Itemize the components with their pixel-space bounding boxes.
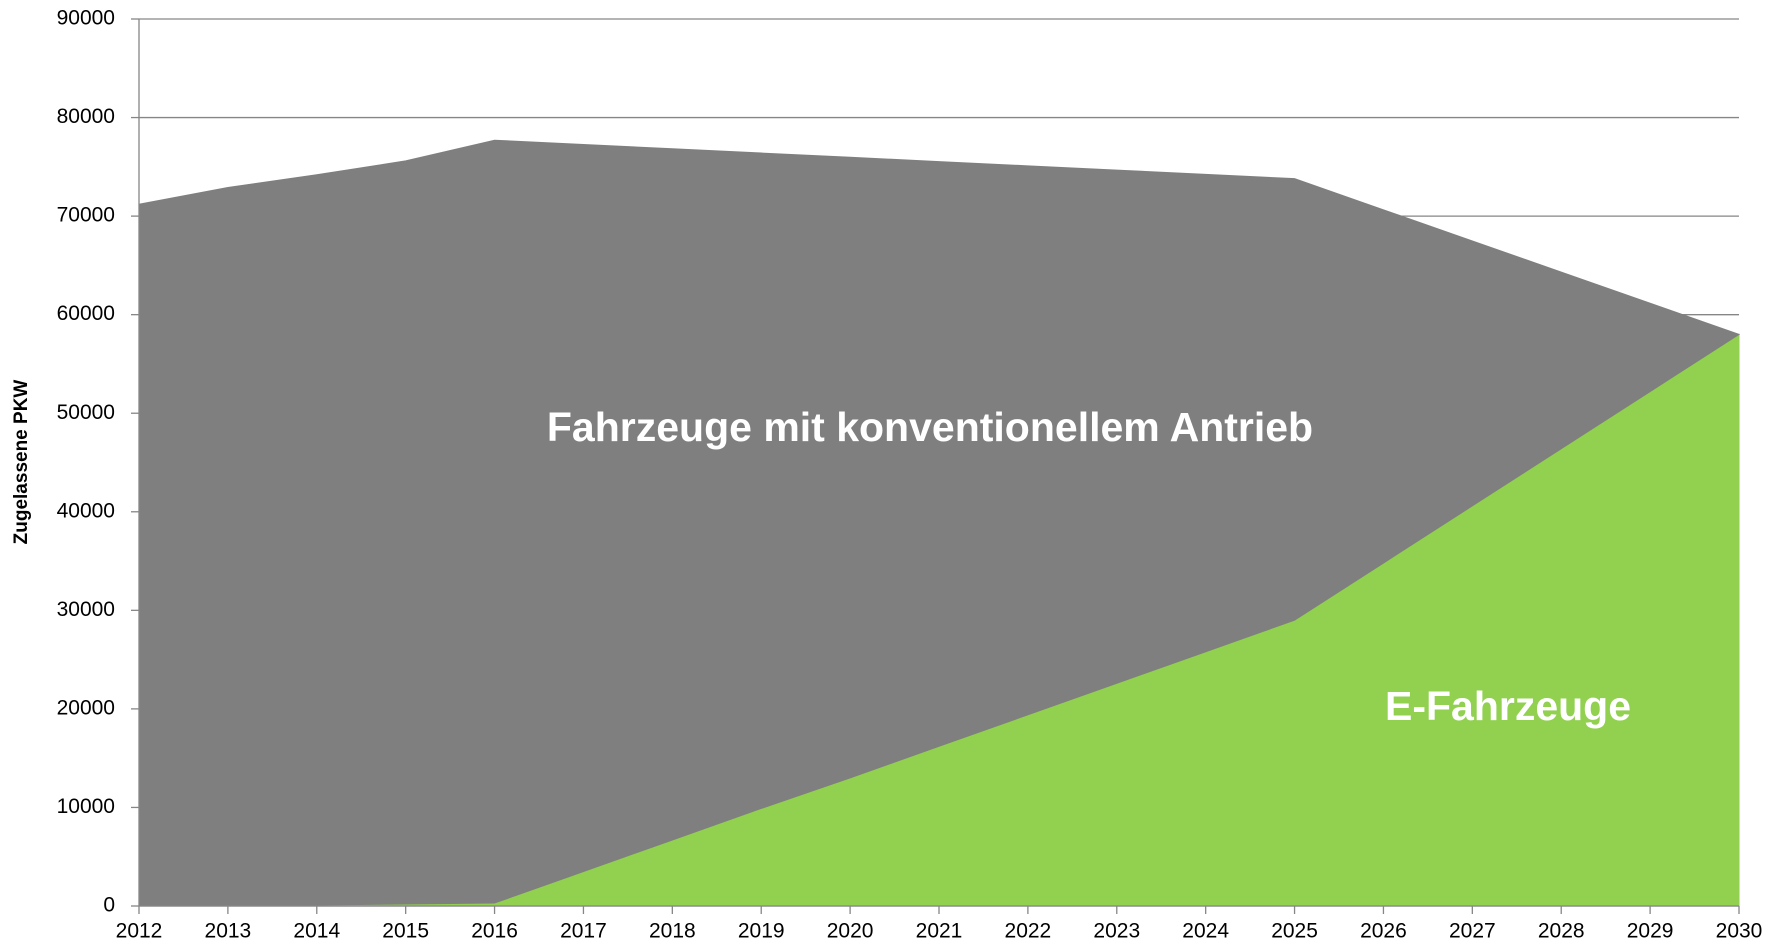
area-label: E-Fahrzeuge [1385,683,1631,729]
y-tick-label: 30000 [57,598,115,621]
x-tick-label: 2013 [205,920,252,943]
x-tick-label: 2016 [471,920,518,943]
x-tick-label: 2028 [1538,920,1585,943]
x-tick-label: 2025 [1271,920,1318,943]
x-tick-label: 2022 [1005,920,1052,943]
x-tick-label: 2015 [382,920,429,943]
x-tick-label: 2014 [293,920,340,943]
x-tick-label: 2024 [1182,920,1229,943]
x-tick-label: 2026 [1360,920,1407,943]
x-tick-label: 2018 [649,920,696,943]
y-tick-label: 50000 [57,401,115,424]
x-tick-label: 2020 [827,920,874,943]
y-tick-label: 40000 [57,499,115,522]
y-tick-label: 70000 [57,204,115,227]
x-tick-label: 2017 [560,920,607,943]
x-tick-label: 2012 [116,920,163,943]
x-tick-label: 2023 [1093,920,1140,943]
x-tick-label: 2019 [738,920,785,943]
x-tick-label: 2021 [916,920,963,943]
x-tick-label: 2027 [1449,920,1496,943]
area-label: Fahrzeuge mit konventionellem Antrieb [547,404,1313,450]
y-tick-label: 20000 [57,696,115,719]
x-tick-label: 2030 [1716,920,1763,943]
x-tick-label: 2029 [1627,920,1674,943]
y-axis-title: Zugelassene PKW [11,380,32,545]
y-tick-label: 90000 [57,7,115,30]
area [138,139,1741,907]
y-tick-label: 60000 [57,302,115,325]
y-tick-label: 80000 [57,105,115,128]
y-tick-label: 10000 [57,795,115,818]
y-tick-label: 0 [103,894,115,917]
